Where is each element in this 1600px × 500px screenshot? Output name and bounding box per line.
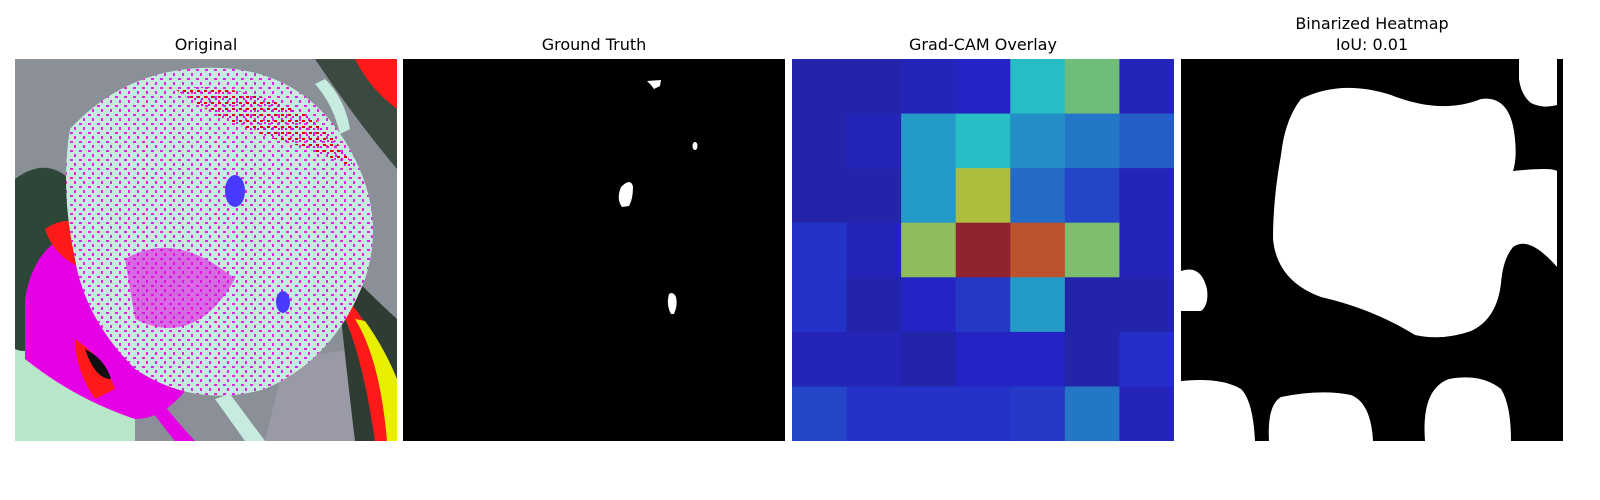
panel-title-binarized-line1: Binarized Heatmap xyxy=(1295,14,1449,33)
gradcam-cell xyxy=(901,222,957,278)
gradcam-overlay xyxy=(792,59,1174,441)
gradcam-cell xyxy=(1064,386,1120,441)
gradcam-cell xyxy=(955,168,1011,224)
gradcam-cell xyxy=(1064,277,1120,333)
gradcam-cell xyxy=(846,113,902,169)
binarized-heatmap-mask xyxy=(1181,59,1563,441)
gradcam-cell xyxy=(1119,59,1174,115)
gradcam-cell xyxy=(1119,168,1174,224)
gradcam-cell xyxy=(1119,277,1174,333)
gradcam-cell xyxy=(1064,331,1120,387)
gradcam-cell xyxy=(1010,386,1066,441)
original-leaf-picture xyxy=(15,59,397,441)
gradcam-cell xyxy=(792,331,848,387)
gradcam-cell xyxy=(955,222,1011,278)
gradcam-cell xyxy=(1010,59,1066,115)
gradcam-cell xyxy=(792,277,848,333)
panel-binarized-heatmap: Binarized Heatmap IoU: 0.01 xyxy=(1181,0,1563,441)
gradcam-cell xyxy=(955,331,1011,387)
gradcam-cell xyxy=(846,277,902,333)
panel-gradcam-overlay: Grad-CAM Overlay xyxy=(792,0,1174,441)
gradcam-cell xyxy=(792,222,848,278)
gradcam-cell xyxy=(846,168,902,224)
gradcam-cell xyxy=(955,59,1011,115)
gradcam-cell xyxy=(846,59,902,115)
binarized-mask-picture xyxy=(1181,59,1563,441)
gradcam-cell xyxy=(792,59,848,115)
gradcam-cell xyxy=(955,277,1011,333)
gradcam-cell xyxy=(901,59,957,115)
panel-title-binarized: Binarized Heatmap IoU: 0.01 xyxy=(1181,13,1563,55)
gradcam-cell xyxy=(1010,222,1066,278)
original-image xyxy=(15,59,397,441)
gradcam-cell xyxy=(901,113,957,169)
gradcam-cell xyxy=(1010,277,1066,333)
gradcam-cell xyxy=(792,113,848,169)
gradcam-heatmap-grid xyxy=(792,59,1174,441)
gradcam-cell xyxy=(1010,331,1066,387)
gradcam-cell xyxy=(792,386,848,441)
gradcam-cell xyxy=(1010,113,1066,169)
gradcam-cell xyxy=(1064,222,1120,278)
gradcam-cell xyxy=(955,113,1011,169)
panel-title-iou: IoU: 0.01 xyxy=(1335,35,1409,54)
gradcam-cell xyxy=(901,331,957,387)
gradcam-cell xyxy=(846,386,902,441)
panel-title-ground-truth: Ground Truth xyxy=(541,35,647,54)
gradcam-cell xyxy=(1064,113,1120,169)
gradcam-cell xyxy=(1064,168,1120,224)
gradcam-cell xyxy=(1010,168,1066,224)
panel-ground-truth: Ground Truth xyxy=(403,0,785,441)
gradcam-cell xyxy=(901,386,957,441)
gradcam-cell xyxy=(1119,222,1174,278)
gradcam-cell xyxy=(1119,331,1174,387)
gradcam-cell xyxy=(1064,59,1120,115)
gradcam-cell xyxy=(1119,386,1174,441)
gradcam-cell xyxy=(1119,113,1174,169)
gradcam-cell xyxy=(901,168,957,224)
ground-truth-mask-picture xyxy=(403,59,785,441)
panel-title-original: Original xyxy=(174,35,238,54)
ground-truth-mask xyxy=(403,59,785,441)
panel-original: Original xyxy=(15,0,397,441)
gradcam-cell xyxy=(846,331,902,387)
gradcam-cell xyxy=(901,277,957,333)
gradcam-cell xyxy=(955,386,1011,441)
panel-title-gradcam: Grad-CAM Overlay xyxy=(909,35,1057,54)
gradcam-cell xyxy=(792,168,848,224)
gradcam-cell xyxy=(846,222,902,278)
